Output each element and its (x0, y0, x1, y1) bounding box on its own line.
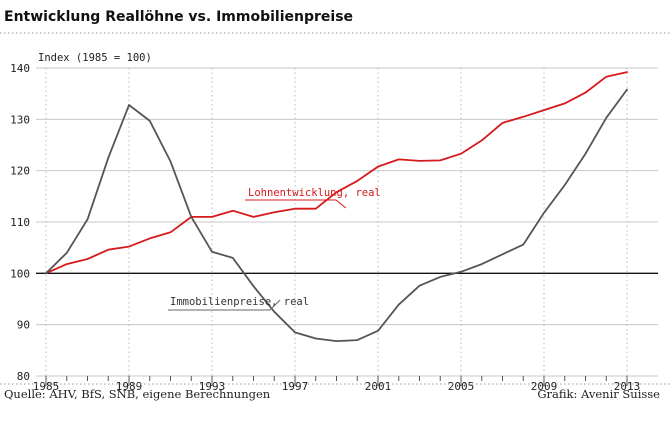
chart-title: Entwicklung Reallöhne vs. Immobilienprei… (4, 9, 353, 25)
y-tick-label-120: 120 (10, 165, 30, 178)
y-tick-label-110: 110 (10, 216, 30, 229)
series-line-immobilienpreise (45, 88, 628, 343)
leader-line-immobilienpreise (168, 299, 281, 311)
series-labels: Lohnentwicklung, real Immobilienpreise, r… (168, 187, 381, 311)
x-tick-label-2005: 2005 (448, 380, 475, 393)
x-tick-label-2013: 2013 (614, 380, 641, 393)
x-tick-label-2001: 2001 (365, 380, 392, 393)
series-line-lohnentwicklung (45, 71, 628, 275)
leader-line-lohnentwicklung (245, 199, 347, 209)
x-tick-label-1997: 1997 (282, 380, 309, 393)
x-tick-label-1985: 1985 (33, 380, 60, 393)
x-tick-label-1989: 1989 (116, 380, 143, 393)
y-tick-label-80: 80 (17, 370, 30, 383)
source-note: Quelle: AHV, BfS, SNB, eigene Berechnung… (4, 387, 271, 401)
credit-note: Grafik: Avenir Suisse (537, 387, 660, 401)
y-axis-label: Index (1985 = 100) (38, 52, 152, 64)
grid-lines: 80 90 100 110 120 130 140 (10, 62, 658, 383)
y-tick-label-140: 140 (10, 62, 30, 75)
series-lines (45, 71, 628, 343)
x-tick-label-1993: 1993 (199, 380, 226, 393)
series-label-immobilienpreise: Immobilienpreise, real (170, 296, 309, 308)
y-tick-label-130: 130 (10, 113, 30, 126)
y-tick-label-90: 90 (17, 319, 30, 332)
series-label-lohnentwicklung: Lohnentwicklung, real (248, 187, 381, 199)
y-tick-label-100: 100 (10, 267, 30, 280)
x-tick-label-2009: 2009 (531, 380, 558, 393)
x-axis-ticks: 1985 1989 1993 1997 2001 2005 2009 2013 (33, 68, 641, 393)
